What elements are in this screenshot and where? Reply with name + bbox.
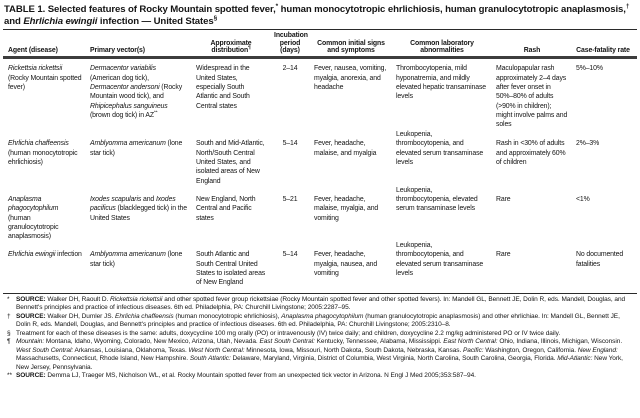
column-header-incubation: Incubation period (days) bbox=[274, 32, 308, 54]
cell-agent: Rickettsia rickettsii (Rocky Mountain sp… bbox=[8, 65, 82, 91]
table-row: Ehrlichia chaffeensis (human monocytotro… bbox=[3, 131, 637, 185]
column-header-signs: Common initial signs and symptoms bbox=[317, 39, 385, 54]
cell-vectors: Amblyomma americanum (lone star tick) bbox=[90, 251, 183, 268]
table-title: TABLE 1. Selected features of Rocky Moun… bbox=[4, 2, 630, 27]
cell-laboratory: Thrombocytopenia, mild hyponatremia, and… bbox=[396, 65, 486, 101]
table-row: Ehrlichia ewingii infection Amblyomma am… bbox=[3, 242, 637, 287]
footnotes: * SOURCE: Walker DH, Raoult D. Rickettsi… bbox=[3, 294, 637, 381]
cell-laboratory: Leukopenia, thrombocytopenia, elevated s… bbox=[396, 186, 478, 213]
document-page: TABLE 1. Selected features of Rocky Moun… bbox=[3, 2, 637, 381]
footnote: ** SOURCE: Demma LJ, Traeger MS, Nichols… bbox=[5, 372, 635, 381]
rule-under-header bbox=[3, 56, 637, 60]
column-header-laboratory: Common laboratory abnormalities bbox=[410, 39, 474, 54]
cell-distribution: South Atlantic and South Central United … bbox=[196, 251, 266, 287]
footnote-marker: * bbox=[7, 295, 10, 303]
column-header-fatality: Case-fatality rate bbox=[576, 47, 630, 54]
cell-laboratory: Leukopenia, thrombocytopenia, and elevat… bbox=[396, 242, 484, 278]
cell-fatality: <1% bbox=[576, 195, 590, 203]
footnote-marker: † bbox=[7, 312, 11, 320]
footnote-text: Mountain: Montana, Idaho, Wyoming, Color… bbox=[16, 338, 623, 371]
cell-incubation: 5–14 bbox=[282, 251, 298, 259]
column-header-rash: Rash bbox=[523, 47, 541, 54]
cell-agent: Ehrlichia chaffeensis (human monocytotro… bbox=[8, 140, 78, 167]
cell-signs: Fever, headache, malaise, myalgia, and v… bbox=[314, 195, 379, 222]
footnote-text: SOURCE: Demma LJ, Traeger MS, Nicholson … bbox=[16, 372, 476, 380]
table-body: Rickettsia rickettsii (Rocky Mountain sp… bbox=[3, 59, 637, 287]
cell-laboratory: Leukopenia, thrombocytopenia, and elevat… bbox=[396, 131, 484, 167]
footnote: † SOURCE: Walker DH, Dumler JS. Ehrlichi… bbox=[5, 313, 635, 330]
footnote-marker: ** bbox=[7, 372, 12, 380]
cell-agent: Anaplasma phagocytophilum (human granulo… bbox=[8, 195, 59, 241]
footnote-text: SOURCE: Walker DH, Raoult D. Rickettsia … bbox=[16, 295, 626, 312]
cell-fatality: 5%–10% bbox=[576, 65, 603, 73]
cell-rash: Rare bbox=[496, 251, 511, 259]
cell-signs: Fever, nausea, vomiting, myalgia, anorex… bbox=[314, 65, 387, 91]
rule-under-title bbox=[3, 29, 637, 31]
cell-rash: Rash in <30% of adults and approximately… bbox=[496, 140, 566, 167]
footnote: * SOURCE: Walker DH, Raoult D. Rickettsi… bbox=[5, 296, 635, 313]
footnote-text: Treatment for each of these diseases is … bbox=[16, 329, 561, 337]
cell-vectors: Dermacentor variabilis (American dog tic… bbox=[90, 65, 183, 119]
cell-distribution: Widespread in the United States, especia… bbox=[196, 65, 250, 110]
cell-signs: Fever, headache, malaise, and myalgia bbox=[314, 140, 377, 157]
cell-vectors: Ixodes scapularis and Ixodes pacificus (… bbox=[90, 195, 187, 222]
footnote-marker: § bbox=[7, 329, 11, 337]
table-row: Rickettsia rickettsii (Rocky Mountain sp… bbox=[3, 64, 637, 129]
column-header-vectors: Primary vector(s) bbox=[90, 47, 145, 54]
footnote: ¶ Mountain: Montana, Idaho, Wyoming, Col… bbox=[5, 338, 635, 372]
cell-rash: Rare bbox=[496, 195, 511, 203]
cell-vectors: Amblyomma americanum (lone star tick) bbox=[90, 140, 183, 157]
cell-distribution: New England, North Central and Pacific s… bbox=[196, 195, 256, 222]
footnote: § Treatment for each of these diseases i… bbox=[5, 330, 635, 339]
rule-above-footnotes bbox=[3, 292, 637, 294]
cell-incubation: 5–14 bbox=[282, 140, 298, 148]
cell-agent: Ehrlichia ewingii infection bbox=[8, 251, 82, 259]
cell-fatality: No documented fatalities bbox=[576, 251, 624, 268]
cell-distribution: South and Mid-Atlantic, North/South Cent… bbox=[196, 140, 265, 185]
cell-signs: Fever, headache, myalgia, nausea, and vo… bbox=[314, 251, 378, 278]
table-row: Anaplasma phagocytophilum (human granulo… bbox=[3, 187, 637, 241]
footnote-marker: ¶ bbox=[7, 338, 11, 346]
cell-incubation: 5–21 bbox=[282, 195, 298, 203]
column-header-distribution: Approximate distribution¶ bbox=[210, 39, 252, 54]
cell-fatality: 2%–3% bbox=[576, 140, 600, 148]
cell-incubation: 2–14 bbox=[282, 65, 298, 73]
column-header-agent: Agent (disease) bbox=[8, 47, 58, 54]
footnote-text: SOURCE: Walker DH, Dumler JS. Ehrlichia … bbox=[16, 312, 620, 329]
cell-rash: Maculopapular rash approximately 2–4 day… bbox=[496, 65, 568, 129]
table-header-row: Agent (disease) Primary vector(s) Approx… bbox=[3, 30, 637, 56]
